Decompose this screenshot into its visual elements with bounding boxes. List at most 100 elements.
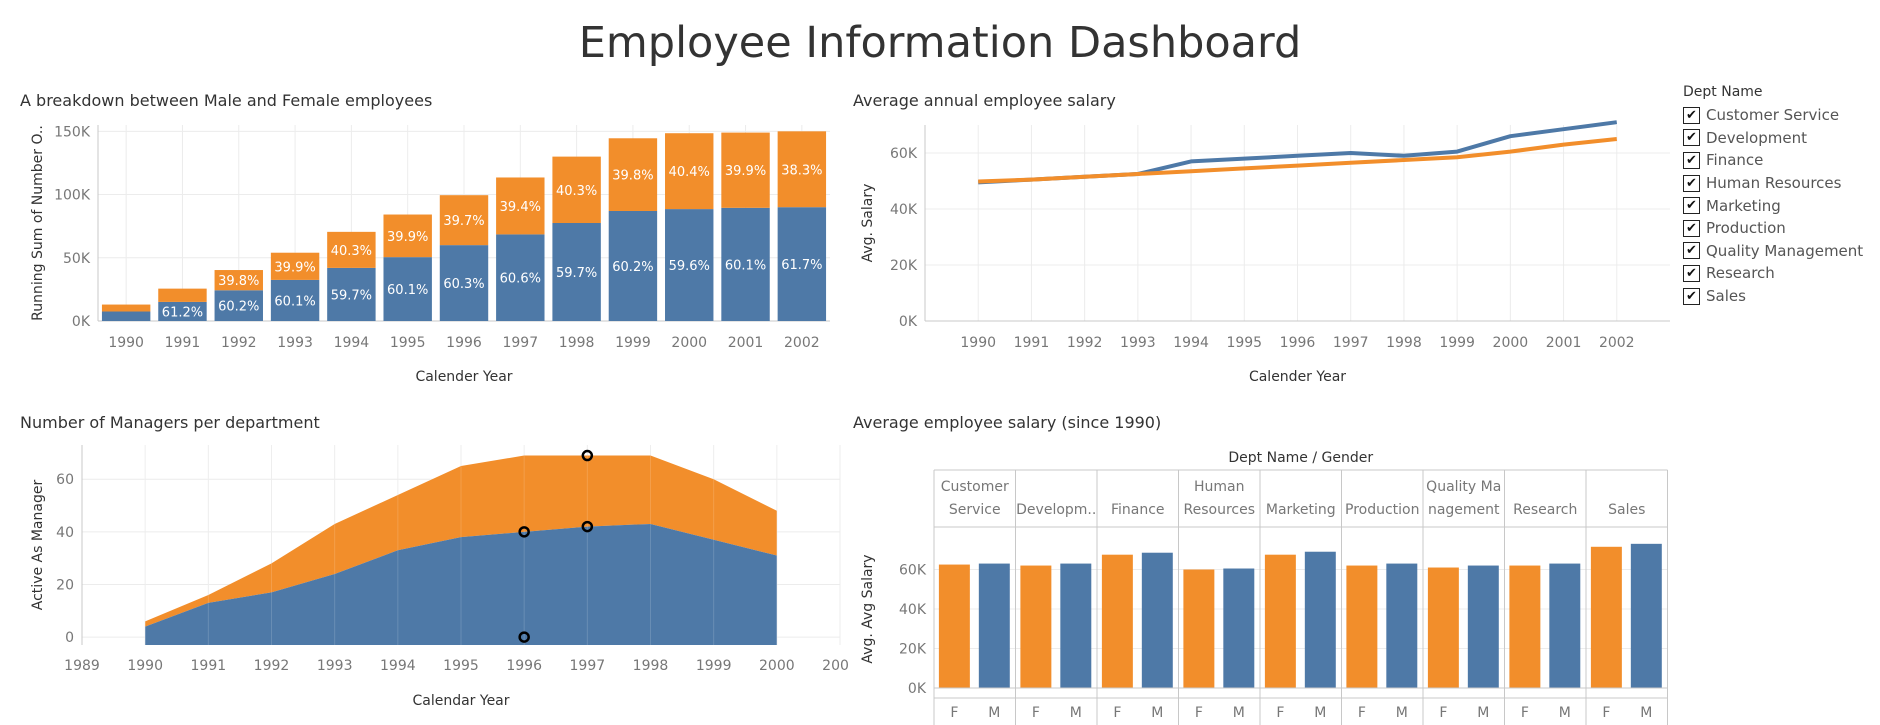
x-tick-label: 1994 — [334, 335, 370, 351]
x-tick-label: M — [1396, 705, 1408, 721]
bar-female — [608, 138, 658, 211]
legend-item-finance[interactable]: ✔ Finance — [1683, 149, 1878, 172]
data-label-female: 39.8% — [612, 169, 653, 184]
x-tick-label: 1989 — [64, 658, 100, 674]
x-tick-label: M — [1477, 705, 1489, 721]
legend-item-quality-management[interactable]: ✔ Quality Management — [1683, 240, 1878, 263]
y-axis-title: Running Sum of Number O.. — [30, 125, 46, 321]
y-tick-label: 60K — [899, 563, 927, 579]
x-tick-label: F — [1032, 705, 1040, 721]
checkbox-checked-icon[interactable]: ✔ — [1683, 264, 1700, 282]
x-tick-label: 1997 — [570, 658, 606, 674]
bar-male — [214, 290, 263, 321]
x-tick-label: 2001 — [728, 335, 764, 351]
checkbox-checked-icon[interactable]: ✔ — [1683, 174, 1700, 192]
checkbox-checked-icon[interactable]: ✔ — [1683, 106, 1700, 124]
y-axis-title: Active As Manager — [30, 480, 46, 611]
x-tick-label: F — [950, 705, 958, 721]
y-tick-label: 20 — [56, 577, 74, 593]
legend-item-label: Research — [1706, 264, 1775, 283]
x-axis-title: Calender Year — [415, 369, 512, 385]
bar-male — [777, 207, 827, 321]
legend-item-marketing[interactable]: ✔ Marketing — [1683, 194, 1878, 217]
legend-items: ✔ Customer Service ✔ Development ✔ Finance ✔ Hu… — [1683, 104, 1878, 307]
dept-header-label: Research — [1513, 502, 1577, 518]
y-tick-label: 40 — [56, 525, 74, 541]
x-tick-label: 1990 — [960, 335, 996, 351]
checkbox-checked-icon[interactable]: ✔ — [1683, 197, 1700, 215]
x-tick-label: 1991 — [165, 335, 201, 351]
x-tick-label: 1999 — [615, 335, 651, 351]
data-label-male: 60.1% — [274, 294, 315, 309]
bar-female — [1020, 565, 1052, 688]
data-label-female: 40.4% — [669, 165, 710, 180]
checkbox-checked-icon[interactable]: ✔ — [1683, 129, 1700, 147]
bar-male — [270, 279, 320, 321]
bar-female — [439, 195, 489, 246]
highlight-point-marker — [518, 631, 530, 643]
x-tick-label: 1996 — [446, 335, 482, 351]
data-label-male: 60.1% — [387, 283, 428, 298]
legend-item-production[interactable]: ✔ Production — [1683, 217, 1878, 240]
bar-male — [158, 301, 207, 321]
legend-item-sales[interactable]: ✔ Sales — [1683, 285, 1878, 308]
dept-header-label: Production — [1345, 502, 1419, 518]
checkbox-checked-icon[interactable]: ✔ — [1683, 287, 1700, 305]
checkbox-checked-icon[interactable]: ✔ — [1683, 219, 1700, 237]
x-tick-label: 1998 — [559, 335, 595, 351]
bar-female — [101, 304, 151, 312]
x-tick-label: F — [1521, 705, 1529, 721]
legend-item-research[interactable]: ✔ Research — [1683, 262, 1878, 285]
x-tick-label: 1996 — [1280, 335, 1316, 351]
data-label-female: 38.3% — [781, 163, 822, 178]
y-tick-label: 0K — [908, 681, 927, 697]
y-tick-label: 50K — [63, 251, 91, 267]
bar-female — [1427, 567, 1459, 688]
legend-item-human-resources[interactable]: ✔ Human Resources — [1683, 172, 1878, 195]
data-label-female: 39.9% — [274, 260, 315, 275]
x-tick-label: F — [1113, 705, 1121, 721]
x-tick-label: 1995 — [443, 658, 479, 674]
data-label-female: 39.9% — [387, 230, 428, 245]
checkbox-checked-icon[interactable]: ✔ — [1683, 242, 1700, 260]
bar-female — [496, 177, 545, 235]
data-label-female: 39.4% — [500, 200, 541, 215]
x-tick-label: F — [1439, 705, 1447, 721]
dept-header-label: Service — [949, 502, 1001, 518]
y-axis-title: Avg. Salary — [860, 184, 876, 263]
data-label-female: 40.3% — [331, 244, 372, 259]
y-axis-title: Avg. Avg Salary — [860, 554, 876, 663]
bar-male — [1060, 563, 1092, 688]
x-tick-label: 2000 — [671, 335, 707, 351]
bar-male — [1304, 551, 1336, 688]
data-label-female: 39.9% — [725, 164, 766, 179]
bar-male — [1223, 568, 1255, 688]
checkbox-checked-icon[interactable]: ✔ — [1683, 151, 1700, 169]
bar-female — [777, 131, 827, 208]
x-tick-label: 1991 — [1014, 335, 1050, 351]
bar-male — [439, 245, 489, 321]
x-tick-label: 1993 — [1120, 335, 1156, 351]
dept-header-label: Marketing — [1266, 502, 1336, 518]
dept-header-label: nagement — [1428, 502, 1500, 518]
legend-item-customer-service[interactable]: ✔ Customer Service — [1683, 104, 1878, 127]
legend-item-label: Development — [1706, 128, 1807, 147]
x-tick-label: 1995 — [1226, 335, 1262, 351]
area-female — [145, 455, 777, 627]
y-tick-label: 0K — [72, 314, 91, 330]
x-tick-label: 1992 — [254, 658, 290, 674]
y-tick-label: 40K — [899, 602, 927, 618]
x-tick-label: 2000 — [759, 658, 795, 674]
x-tick-label: 1993 — [277, 335, 313, 351]
legend-item-development[interactable]: ✔ Development — [1683, 127, 1878, 150]
x-tick-label: M — [1640, 705, 1652, 721]
dept-salary-bar-chart: Dept Name / Gender 0K 20K 40K 60K Customer Ser… — [860, 450, 1668, 725]
dept-salary-chart-title: Average employee salary (since 1990) — [853, 413, 1162, 432]
y-tick-label: 0 — [65, 630, 74, 646]
legend-item-label: Production — [1706, 219, 1786, 238]
data-label-female: 39.7% — [443, 214, 484, 229]
highlight-point-marker — [581, 520, 594, 533]
data-label-male: 60.2% — [218, 300, 259, 315]
x-tick-label: 1999 — [696, 658, 732, 674]
bar-female — [665, 133, 714, 210]
